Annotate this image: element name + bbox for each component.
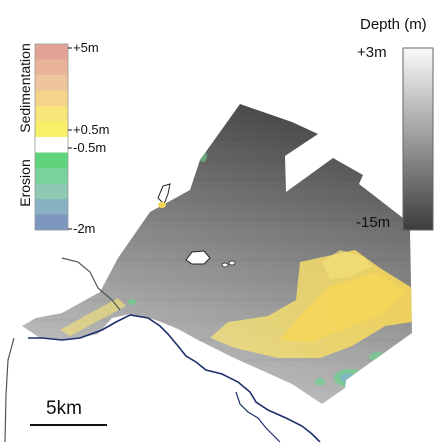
legend-label-neg: -0.5m	[73, 140, 107, 155]
river-line	[4, 257, 121, 442]
sedimentation-zone-inner	[280, 272, 405, 342]
change-legend	[34, 43, 69, 231]
change-legend-swatch	[35, 168, 68, 184]
depth-legend-max-label: +3m	[357, 44, 387, 61]
coastline	[28, 314, 321, 442]
legend-label-pos: +0.5m	[73, 122, 110, 137]
change-legend-swatch	[35, 75, 68, 91]
depth-colorbar	[402, 47, 434, 231]
islet-2	[228, 260, 236, 266]
islet-1	[221, 262, 229, 268]
change-legend-swatch	[35, 90, 68, 107]
change-legend-swatch	[35, 199, 68, 215]
sediment-patch-island-north	[158, 202, 166, 208]
sedimentation-zone-channel	[60, 298, 126, 336]
change-legend-swatch	[35, 59, 68, 76]
erosion-zone-east-core	[340, 373, 356, 383]
sedimentation-zone-north	[322, 250, 372, 280]
erosion-zone-channel	[128, 299, 136, 305]
change-legend-swatch	[35, 44, 68, 60]
legend-label-bottom: -2m	[73, 221, 96, 236]
island-central	[185, 250, 211, 265]
change-legend-swatch	[35, 137, 68, 153]
depth-legend-min-label: -15m	[356, 214, 391, 231]
depth-legend-title: Depth (m)	[360, 16, 427, 33]
change-legend-swatch	[35, 152, 68, 169]
change-legend-frame	[34, 43, 69, 231]
change-legend-swatch	[35, 183, 68, 200]
erosion-zone-north	[199, 150, 207, 162]
coastline-lagoon	[235, 391, 281, 442]
island-north	[157, 183, 171, 205]
change-legend-swatch	[35, 106, 68, 122]
erosion-zone-south	[315, 378, 325, 386]
legend-sedimentation-title: Sedimentation	[17, 43, 33, 133]
erosion-zone-east	[334, 369, 366, 387]
scale-bar-label: 5km	[46, 398, 82, 419]
change-legend-swatch	[35, 214, 68, 231]
legend-erosion-title: Erosion	[17, 159, 33, 207]
erosion-zone-mid	[369, 352, 387, 362]
change-legend-swatch	[35, 121, 68, 138]
legend-label-top: +5m	[73, 40, 99, 55]
